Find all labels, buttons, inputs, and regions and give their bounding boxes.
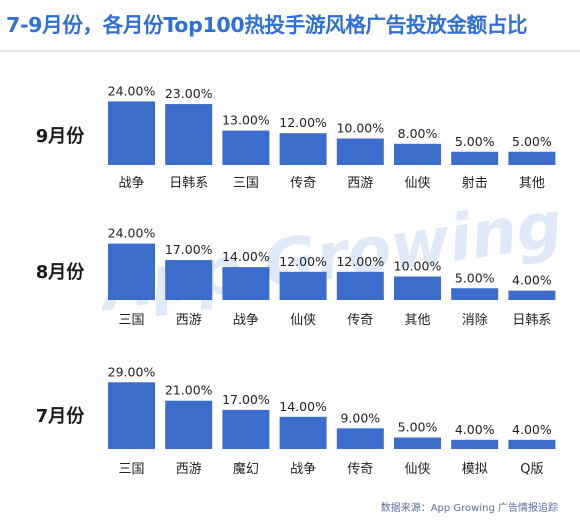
category-label: 仙侠: [404, 176, 430, 191]
bar-1-0: [108, 243, 155, 300]
category-label: 仙侠: [290, 313, 316, 328]
data-label: 4.00%: [455, 422, 495, 437]
bar-2-3: [279, 416, 327, 449]
bar-1-1: [165, 260, 213, 300]
bar-1-6: [451, 288, 499, 300]
bar-0-3: [279, 133, 327, 165]
category-label: 传奇: [347, 461, 373, 477]
data-label: 10.00%: [336, 121, 384, 136]
category-label: 仙侠: [404, 462, 430, 477]
category-label: 其他: [519, 176, 545, 191]
bar-0-4: [336, 138, 384, 165]
bar-2-7: [508, 439, 556, 449]
data-label: 4.00%: [512, 273, 552, 288]
category-label: 战争: [233, 313, 259, 328]
data-label: 12.00%: [279, 115, 327, 130]
category-label: 传奇: [290, 175, 316, 191]
bar-1-5: [394, 276, 441, 300]
category-label: 日韩系: [512, 313, 551, 328]
category-label: Q版: [520, 462, 543, 477]
bar-0-0: [108, 101, 155, 165]
data-label: 24.00%: [108, 226, 156, 241]
bar-2-2: [222, 409, 270, 449]
data-label: 23.00%: [165, 86, 213, 101]
bar-1-4: [336, 271, 384, 300]
category-label: 传奇: [347, 312, 373, 328]
category-label: 其他: [404, 313, 430, 328]
bar-0-6: [451, 151, 499, 165]
bar-1-3: [279, 271, 327, 300]
data-label: 5.00%: [512, 134, 552, 149]
data-label: 14.00%: [279, 399, 327, 414]
bar-0-1: [165, 104, 213, 165]
bar-chart-aug: 24.00% 三国 17.00% 西游 14.00% 战争 12.00% 仙侠 12.00% 传奇…: [108, 226, 556, 328]
bar-chart-jul: 29.00% 三国 21.00% 西游 17.00% 魔幻 14.00% 战争 9.00% 传奇 5…: [108, 364, 556, 477]
category-label: 战争: [290, 462, 316, 477]
category-label: 射击: [462, 175, 488, 191]
category-label: 三国: [118, 462, 144, 477]
data-label: 12.00%: [336, 254, 384, 269]
category-label: 日韩系: [169, 176, 208, 191]
category-label: 西游: [176, 313, 202, 328]
data-label: 8.00%: [398, 126, 438, 141]
category-label: 战争: [118, 176, 144, 191]
bar-2-0: [108, 382, 155, 449]
month-label-jul: 7月份: [35, 406, 85, 427]
bar-0-5: [394, 143, 441, 165]
month-label-sep: 9月份: [35, 126, 85, 147]
category-label: 西游: [176, 462, 202, 477]
title-divider: [0, 50, 580, 52]
bar-2-1: [165, 400, 213, 449]
bar-0-2: [222, 130, 270, 165]
month-label-aug: 8月份: [35, 262, 85, 283]
category-label: 西游: [347, 176, 373, 191]
data-label: 9.00%: [340, 410, 380, 425]
data-label: 24.00%: [108, 83, 156, 98]
bar-2-4: [336, 428, 384, 449]
bar-chart-sep: 24.00% 战争 23.00% 日韩系 13.00% 三国 12.00% 传奇 10.00% 西…: [108, 83, 556, 191]
data-label: 29.00%: [108, 364, 156, 379]
category-label: 三国: [118, 313, 144, 328]
data-label: 5.00%: [398, 420, 438, 435]
data-label: 10.00%: [394, 259, 442, 274]
data-source: 数据来源：App Growing 广告情报追踪: [380, 503, 558, 514]
bar-1-7: [508, 290, 556, 300]
data-label: 14.00%: [222, 249, 270, 264]
bar-1-2: [222, 267, 270, 300]
chart-title: 7-9月份，各月份Top100热投手游风格广告投放金额占比: [6, 13, 528, 37]
data-label: 5.00%: [455, 134, 495, 149]
data-label: 12.00%: [279, 254, 327, 269]
category-label: 模拟: [462, 462, 488, 477]
bar-0-7: [508, 151, 556, 165]
bar-2-5: [394, 437, 441, 449]
data-label: 17.00%: [165, 242, 213, 257]
category-label: 魔幻: [233, 462, 259, 477]
category-label: 消除: [462, 313, 488, 328]
data-label: 17.00%: [222, 392, 270, 407]
data-label: 21.00%: [165, 383, 213, 398]
category-label: 三国: [233, 176, 259, 191]
bar-2-6: [451, 439, 499, 449]
data-label: 13.00%: [222, 113, 270, 128]
data-label: 5.00%: [455, 270, 495, 285]
data-label: 4.00%: [512, 422, 552, 437]
